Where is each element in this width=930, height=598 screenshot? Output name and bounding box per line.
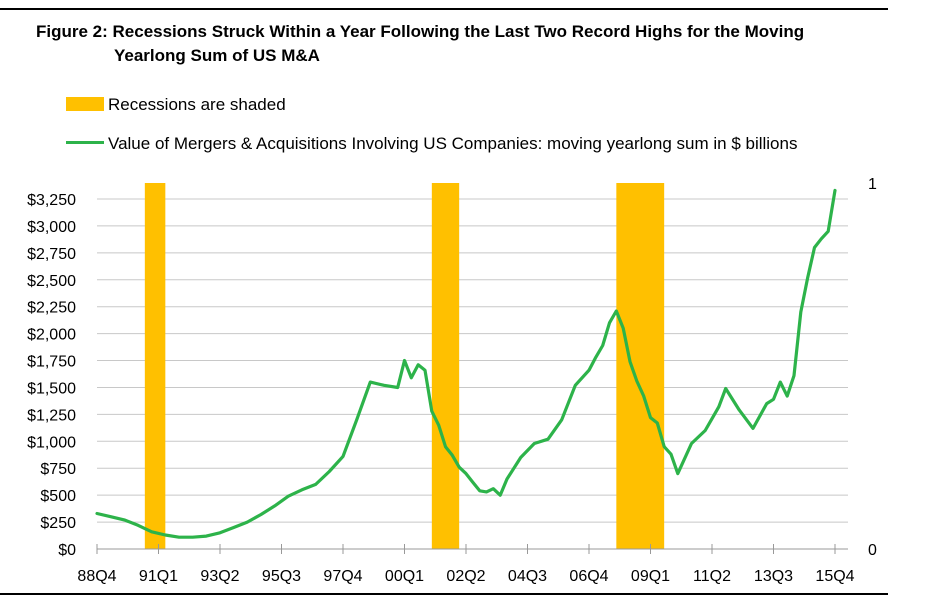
- x-tick-label: 02Q2: [446, 568, 485, 585]
- x-tick-label: 93Q2: [200, 568, 239, 585]
- x-tick-label: 95Q3: [262, 568, 301, 585]
- bottom-rule: [0, 593, 888, 595]
- x-tick-label: 11Q2: [693, 568, 731, 585]
- legend-ma-label: Value of Mergers & Acquisitions Involvin…: [108, 134, 798, 153]
- y-tick-label: $2,250: [27, 300, 76, 317]
- y-tick-label: $1,500: [27, 380, 76, 397]
- y-tick-label: $1,750: [27, 354, 76, 371]
- y-tick-label: $3,250: [27, 192, 76, 209]
- chart-title: Figure 2: Recessions Struck Within a Yea…: [36, 20, 876, 68]
- x-tick-label: 91Q1: [139, 568, 178, 585]
- top-rule: [0, 8, 888, 10]
- y-tick-label: $2,500: [27, 273, 76, 290]
- line-swatch: [66, 141, 104, 144]
- x-tick-label: 88Q4: [77, 568, 116, 585]
- y-tick-label: $0: [58, 542, 76, 559]
- recession-band: [431, 183, 460, 549]
- title-line-1: Figure 2: Recessions Struck Within a Yea…: [36, 22, 805, 41]
- y-tick-label: $2,750: [27, 246, 76, 263]
- y-tick-label: $1,000: [27, 434, 76, 451]
- x-tick-label: 09Q1: [631, 568, 670, 585]
- x-tick-label: 06Q4: [569, 568, 608, 585]
- x-tick-label: 97Q4: [323, 568, 362, 585]
- title-line-2: Yearlong Sum of US M&A: [114, 46, 320, 65]
- y-tick-label: $750: [40, 461, 76, 478]
- x-tick-label: 00Q1: [385, 568, 424, 585]
- x-tick-label: 15Q4: [815, 568, 854, 585]
- legend-ma: Value of Mergers & Acquisitions Involvin…: [66, 133, 797, 155]
- x-tick-label: 04Q3: [508, 568, 547, 585]
- y-tick-label: $250: [40, 515, 76, 532]
- y-tick-label: $1,250: [27, 407, 76, 424]
- y-tick-label: $500: [40, 488, 76, 505]
- recession-swatch: [66, 97, 104, 111]
- legend-recessions: Recessions are shaded: [66, 94, 286, 116]
- secondary-y-tick-label: 1: [868, 176, 877, 193]
- y-tick-label: $3,000: [27, 219, 76, 236]
- y-tick-label: $2,000: [27, 327, 76, 344]
- series-line-ma: [95, 188, 837, 539]
- recession-band: [616, 183, 665, 549]
- recession-band: [144, 183, 166, 549]
- secondary-y-tick-label: 0: [868, 542, 877, 559]
- legend-recessions-label: Recessions are shaded: [108, 95, 286, 114]
- x-tick-label: 13Q3: [754, 568, 793, 585]
